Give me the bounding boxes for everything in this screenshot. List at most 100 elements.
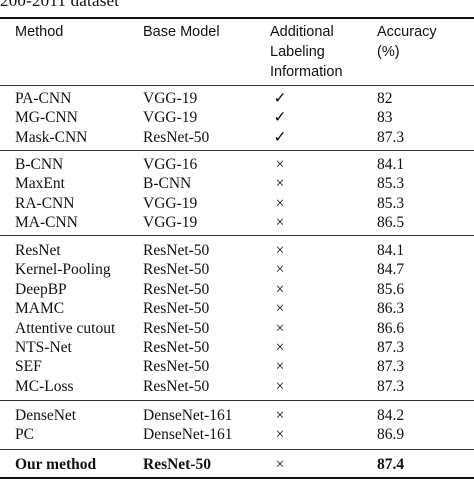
header-method: Method [15, 24, 64, 40]
cell-base-model: ResNet-50 [143, 319, 210, 337]
cell-accuracy: 83 [377, 109, 393, 127]
cell-method: ResNet [15, 242, 61, 259]
header-accuracy: Accuracy (%) [377, 22, 437, 62]
cell-labels: × [275, 214, 285, 232]
table-row: B-CNN VGG-16 × 84.1 [0, 155, 474, 174]
cell-labels: × [275, 338, 285, 356]
table-header: Method Base Model Additional Labeling In… [0, 20, 474, 84]
header-accuracy-line1: Accuracy [377, 24, 437, 40]
cell-accuracy: 85.6 [377, 280, 405, 298]
cell-base-model: ResNet-50 [143, 261, 210, 279]
header-additional-line2: Labeling [270, 44, 325, 60]
cell-accuracy: 86.9 [377, 426, 405, 444]
cell-method: MC-Loss [15, 377, 74, 395]
cell-method: Kernel-Pooling [15, 261, 111, 279]
table-row: RA-CNN VGG-19 × 85.3 [0, 194, 474, 213]
table-row-our-method: Our method ResNet-50 × 87.4 [0, 455, 474, 474]
cell-method: SEF [15, 358, 42, 376]
cell-accuracy: 85.3 [377, 194, 405, 212]
cell-base-model: DenseNet-161 [143, 426, 233, 444]
table-group-our-method: Our method ResNet-50 × 87.4 [0, 455, 474, 474]
cell-labels: × [275, 377, 285, 395]
cell-method: DenseNet [15, 407, 77, 424]
cell-labels: × [275, 319, 285, 337]
table-row: Mask-CNN ResNet-50 ✓ 87.3 [0, 128, 474, 147]
cell-labels: × [275, 426, 285, 444]
cell-accuracy: 84.1 [377, 156, 405, 173]
cell-base-model: ResNet-50 [143, 377, 210, 395]
cell-accuracy: 87.3 [377, 338, 405, 356]
cell-accuracy: 87.4 [377, 456, 405, 473]
cell-base-model: ResNet-50 [143, 280, 210, 298]
table-caption-fragment: 200-2011 dataset [0, 0, 120, 10]
cell-method: MA-CNN [15, 214, 78, 232]
cell-labels: ✓ [273, 109, 287, 127]
cell-base-model: ResNet-50 [143, 128, 210, 146]
table-group-densenet-based: DenseNet DenseNet-161 × 84.2 PC DenseNet… [0, 406, 474, 445]
cell-accuracy: 86.3 [377, 300, 405, 318]
cell-labels: × [275, 194, 285, 212]
group-divider [0, 400, 474, 401]
header-additional-labeling: Additional Labeling Information [270, 22, 343, 82]
table-row: MC-Loss ResNet-50 × 87.3 [0, 377, 474, 396]
cell-method: Our method [15, 456, 97, 473]
cell-labels: ✓ [273, 128, 287, 146]
cell-base-model: B-CNN [143, 175, 192, 193]
bottom-rule [0, 477, 474, 479]
cell-base-model: VGG-19 [143, 194, 198, 212]
top-rule [0, 17, 474, 19]
cell-method: B-CNN [15, 156, 64, 173]
cell-accuracy: 82 [377, 90, 393, 107]
cell-method: Mask-CNN [15, 128, 88, 146]
table-row: MG-CNN VGG-19 ✓ 83 [0, 108, 474, 127]
table-group-resnet-based: ResNet ResNet-50 × 84.1 Kernel-Pooling R… [0, 241, 474, 396]
cell-method: MG-CNN [15, 109, 78, 127]
header-base-model: Base Model [143, 24, 220, 40]
cell-base-model: VGG-19 [143, 90, 198, 107]
cell-method: MaxEnt [15, 175, 65, 193]
table-row: PA-CNN VGG-19 ✓ 82 [0, 89, 474, 108]
cell-method: DeepBP [15, 280, 67, 298]
cell-method: PC [15, 426, 34, 444]
table-row: MAMC ResNet-50 × 86.3 [0, 299, 474, 318]
table-row: Kernel-Pooling ResNet-50 × 84.7 [0, 260, 474, 279]
header-rule [0, 85, 474, 86]
cell-base-model: ResNet-50 [143, 242, 210, 259]
cell-accuracy: 84.1 [377, 242, 405, 259]
cell-labels: × [275, 407, 285, 424]
cell-labels: × [275, 156, 285, 173]
table-row: PC DenseNet-161 × 86.9 [0, 425, 474, 444]
cell-accuracy: 86.6 [377, 319, 405, 337]
cell-method: Attentive cutout [15, 319, 116, 337]
table-row: NTS-Net ResNet-50 × 87.3 [0, 338, 474, 357]
cell-method: RA-CNN [15, 194, 75, 212]
cell-accuracy: 87.3 [377, 377, 405, 395]
table-group-cnn-variants: B-CNN VGG-16 × 84.1 MaxEnt B-CNN × 85.3 … [0, 155, 474, 233]
cell-accuracy: 86.5 [377, 214, 405, 232]
cell-accuracy: 84.7 [377, 261, 405, 279]
cell-base-model: DenseNet-161 [143, 407, 233, 424]
cell-labels: × [275, 261, 285, 279]
cell-base-model: VGG-16 [143, 156, 198, 173]
header-additional-line1: Additional [270, 24, 334, 40]
group-divider [0, 449, 474, 450]
cell-base-model: ResNet-50 [143, 456, 212, 473]
table-row: MA-CNN VGG-19 × 86.5 [0, 213, 474, 232]
cell-labels: ✓ [273, 90, 287, 107]
cell-base-model: ResNet-50 [143, 358, 210, 376]
cell-method: PA-CNN [15, 90, 72, 107]
cell-base-model: ResNet-50 [143, 338, 210, 356]
cell-accuracy: 84.2 [377, 407, 405, 424]
table-row: DenseNet DenseNet-161 × 84.2 [0, 406, 474, 425]
cell-accuracy: 87.3 [377, 128, 405, 146]
table-group-part-annotation: PA-CNN VGG-19 ✓ 82 MG-CNN VGG-19 ✓ 83 Ma… [0, 89, 474, 147]
group-divider [0, 150, 474, 151]
header-accuracy-line2: (%) [377, 44, 400, 60]
header-additional-line3: Information [270, 64, 343, 80]
cell-labels: × [275, 456, 285, 473]
cell-method: MAMC [15, 300, 65, 318]
table-row: Attentive cutout ResNet-50 × 86.6 [0, 319, 474, 338]
cell-base-model: VGG-19 [143, 214, 198, 232]
table-row: DeepBP ResNet-50 × 85.6 [0, 280, 474, 299]
group-divider [0, 235, 474, 236]
